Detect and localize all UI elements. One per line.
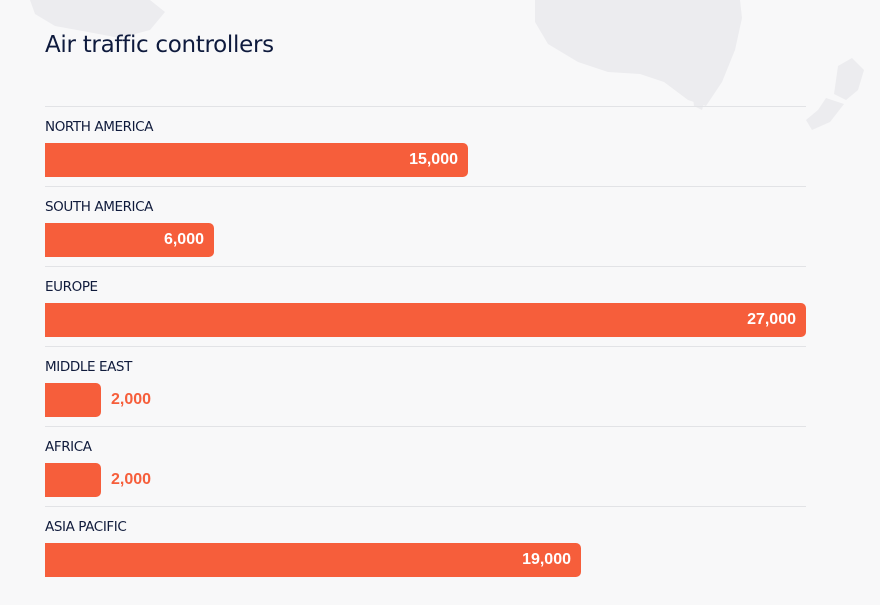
chart-row: MIDDLE EAST 2,000 <box>45 346 806 426</box>
chart-row: EUROPE 27,000 <box>45 266 806 346</box>
chart-row: SOUTH AMERICA 6,000 <box>45 186 806 266</box>
bar <box>45 383 101 417</box>
category-label: MIDDLE EAST <box>45 359 132 375</box>
category-label: NORTH AMERICA <box>45 119 154 135</box>
value-label: 2,000 <box>111 471 152 488</box>
chart-row: NORTH AMERICA 15,000 <box>45 106 806 186</box>
value-label: 2,000 <box>111 391 152 408</box>
bar <box>45 223 214 257</box>
value-label: 27,000 <box>747 311 796 328</box>
category-label: AFRICA <box>45 439 92 455</box>
value-label: 19,000 <box>522 551 571 568</box>
bar <box>45 303 806 337</box>
chart-title: Air traffic controllers <box>45 32 274 58</box>
category-label: ASIA PACIFIC <box>45 519 127 535</box>
bar <box>45 543 581 577</box>
bar <box>45 463 101 497</box>
bar <box>45 143 468 177</box>
category-label: EUROPE <box>45 279 98 295</box>
category-label: SOUTH AMERICA <box>45 199 154 215</box>
chart-row: ASIA PACIFIC 19,000 <box>45 506 806 586</box>
value-label: 15,000 <box>409 151 458 168</box>
chart-row: AFRICA 2,000 <box>45 426 806 506</box>
bar-chart: NORTH AMERICA 15,000 SOUTH AMERICA 6,000 EUR… <box>45 106 806 586</box>
value-label: 6,000 <box>163 231 204 248</box>
